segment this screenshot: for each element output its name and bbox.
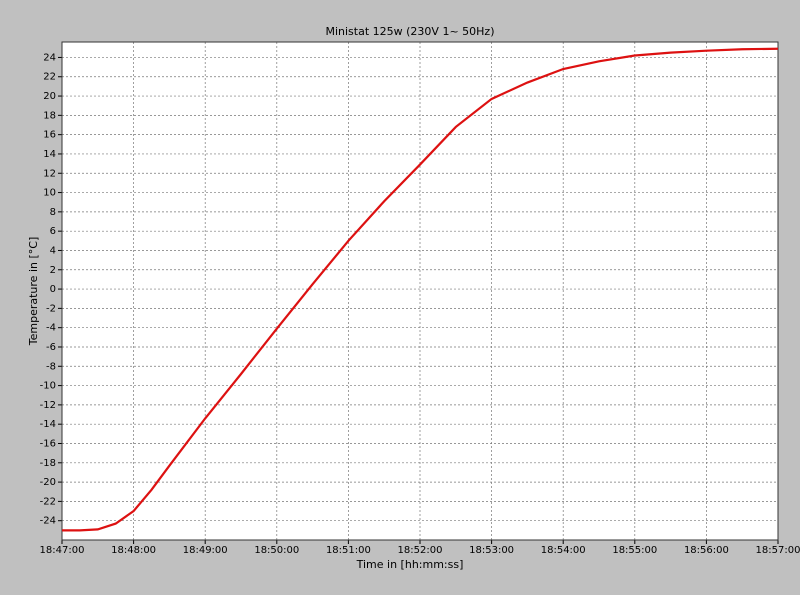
x-tick-label: 18:55:00 (612, 545, 657, 556)
y-tick-label: 18 (43, 110, 56, 121)
x-axis-label: Time in [hh:mm:ss] (356, 558, 464, 571)
y-axis-label: Temperature in [°C] (27, 237, 40, 346)
x-tick-label: 18:48:00 (111, 545, 156, 556)
y-tick-label: -16 (40, 438, 56, 449)
y-tick-label: -2 (46, 303, 56, 314)
x-tick-label: 18:52:00 (398, 545, 443, 556)
y-tick-label: 10 (43, 188, 56, 199)
y-tick-label: 20 (43, 91, 56, 102)
x-tick-label: 18:51:00 (326, 545, 371, 556)
y-tick-label: 6 (50, 226, 56, 237)
y-tick-label: -24 (40, 516, 56, 527)
x-tick-label: 18:50:00 (254, 545, 299, 556)
x-tick-label: 18:47:00 (40, 545, 85, 556)
y-tick-label: -4 (46, 323, 56, 334)
y-tick-label: -18 (40, 458, 56, 469)
y-tick-label: 2 (50, 265, 56, 276)
y-tick-label: 12 (43, 168, 56, 179)
y-tick-label: -12 (40, 400, 56, 411)
y-tick-label: -8 (46, 361, 56, 372)
y-tick-label: 14 (43, 149, 56, 160)
y-tick-label: -20 (40, 477, 56, 488)
y-tick-label: -14 (40, 419, 56, 430)
data-line (62, 47, 779, 532)
y-tick-label: 24 (43, 52, 56, 63)
y-tick-label: 22 (43, 72, 56, 83)
x-tick-label: 18:57:00 (756, 545, 800, 556)
x-tick-label: 18:53:00 (469, 545, 514, 556)
y-tick-label: 8 (50, 207, 56, 218)
x-tick-label: 18:56:00 (684, 545, 729, 556)
y-tick-label: 4 (50, 245, 56, 256)
y-tick-label: -10 (40, 381, 56, 392)
x-tick-label: 18:54:00 (541, 545, 586, 556)
y-tick-label: -6 (46, 342, 56, 353)
x-tick-label: 18:49:00 (183, 545, 228, 556)
y-tick-label: 16 (43, 130, 56, 141)
plot-border (61, 41, 779, 541)
y-tick-label: 0 (50, 284, 56, 295)
chart-title: Ministat 125w (230V 1~ 50Hz) (325, 25, 494, 38)
y-tick-label: -22 (40, 496, 56, 507)
